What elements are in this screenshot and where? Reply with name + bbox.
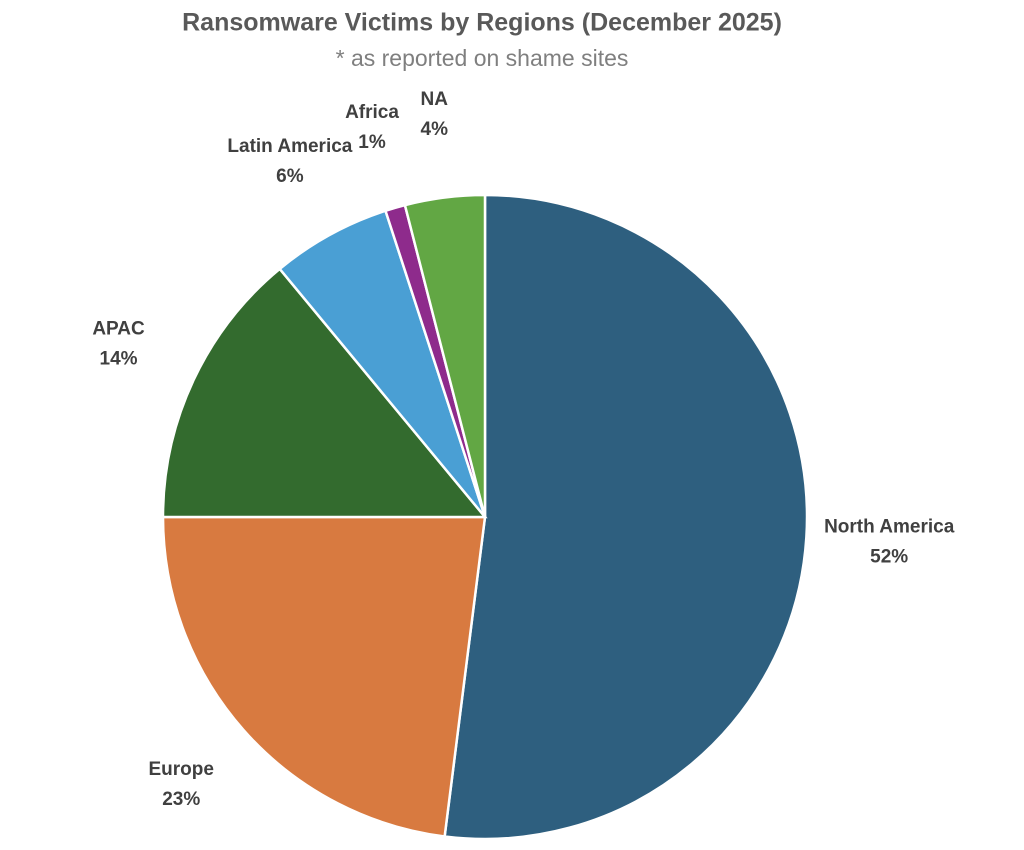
slice-category-label: NA	[421, 89, 449, 110]
pie-slice	[277, 209, 487, 518]
pie-slice	[161, 267, 488, 519]
slice-category-label: Africa	[345, 102, 399, 123]
slice-value-label: 6%	[276, 166, 304, 187]
pie-slice	[443, 193, 809, 841]
slice-category-label: North America	[824, 516, 955, 537]
slice-value-label: 23%	[162, 789, 200, 810]
slice-value-label: 14%	[100, 349, 138, 370]
slice-category-label: Latin America	[227, 136, 352, 157]
slice-category-label: APAC	[92, 319, 145, 340]
slice-value-label: 52%	[870, 546, 908, 567]
chart-title: Ransomware Victims by Regions (December …	[182, 9, 782, 37]
chart-subtitle: * as reported on shame sites	[336, 45, 629, 71]
slice-value-label: 4%	[421, 119, 449, 140]
pie-slice	[161, 515, 487, 838]
pie-slice	[403, 193, 487, 518]
slice-value-label: 1%	[358, 132, 386, 153]
slice-category-label: Europe	[148, 759, 213, 780]
